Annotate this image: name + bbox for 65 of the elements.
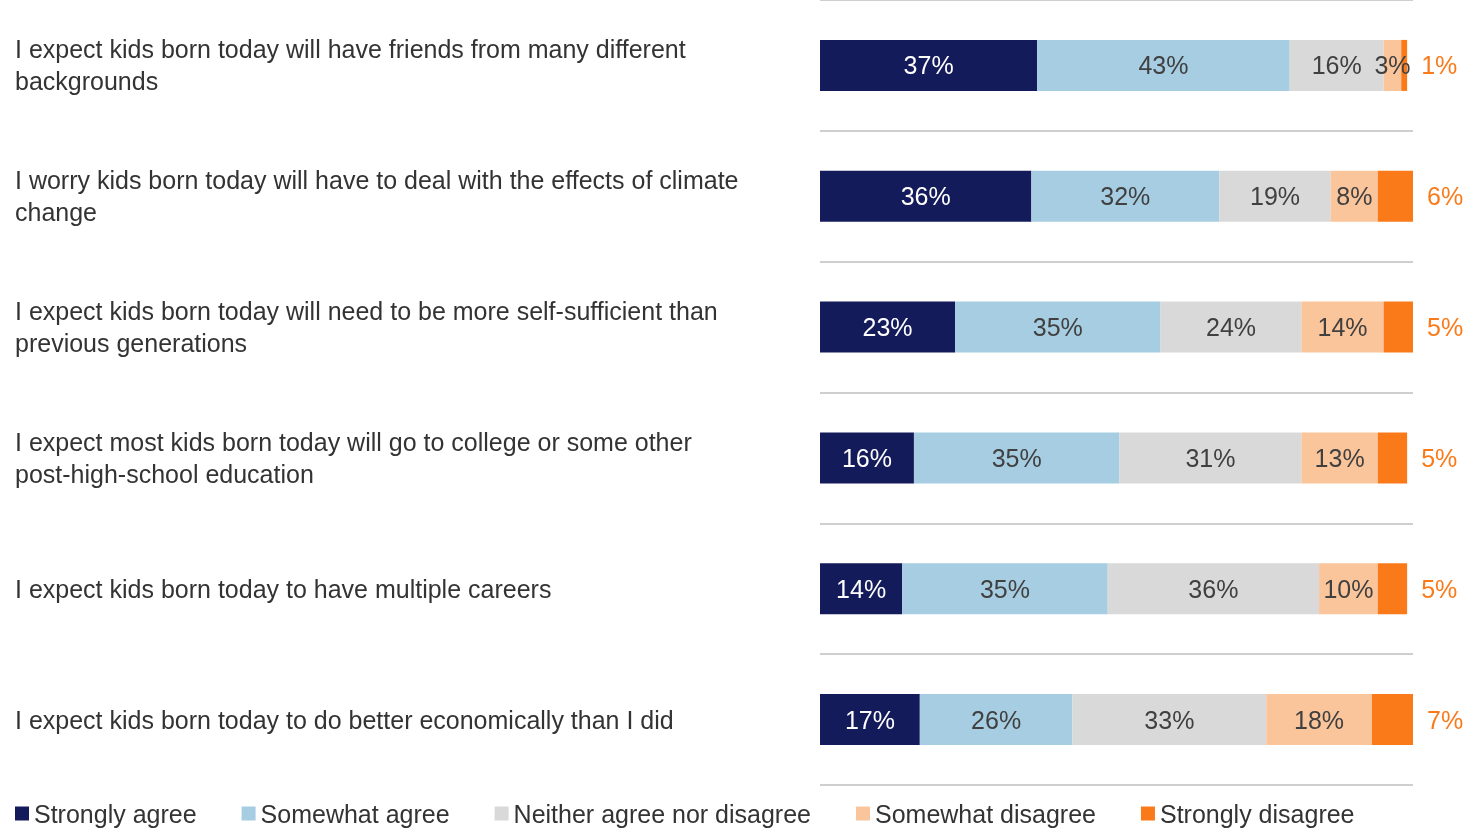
- y-tick-label: I expect kids born today will need to be more self-sufficient than previous generations: [15, 297, 725, 358]
- data-label: 32%: [1100, 182, 1151, 211]
- y-tick-label: I worry kids born today will have to deal with the effects of climate change: [15, 166, 746, 227]
- data-label: 36%: [1188, 574, 1239, 603]
- data-label: 14%: [1317, 313, 1368, 342]
- data-label: 1%: [1421, 51, 1458, 80]
- data-label: 37%: [903, 51, 954, 80]
- legend-label: Somewhat agree: [260, 799, 450, 828]
- bar: [1301, 432, 1378, 484]
- bar: [820, 170, 1032, 222]
- bar: [1031, 170, 1220, 222]
- data-label: 8%: [1336, 182, 1373, 211]
- data-label: 35%: [1032, 313, 1083, 342]
- bar: [1160, 301, 1302, 353]
- bar: [820, 563, 903, 615]
- data-label: 6%: [1427, 182, 1464, 211]
- data-label: 17%: [844, 705, 895, 734]
- data-label: 5%: [1421, 443, 1458, 472]
- bar: [955, 301, 1161, 353]
- legend-label: Strongly agree: [34, 799, 197, 828]
- y-tick-label: I expect kids born today to have multiple careers: [15, 574, 552, 603]
- legend-label: Strongly disagree: [1159, 799, 1355, 828]
- bar: [820, 39, 1038, 91]
- bar: [1119, 432, 1302, 484]
- bar: [1266, 694, 1372, 746]
- data-label: 33%: [1144, 705, 1195, 734]
- data-label: 5%: [1421, 574, 1458, 603]
- bar: [1037, 39, 1290, 91]
- data-label: 16%: [1311, 51, 1362, 80]
- data-label: 36%: [900, 182, 951, 211]
- data-label: 23%: [862, 313, 913, 342]
- bar: [1107, 563, 1320, 615]
- bar: [902, 563, 1108, 615]
- bar: [1377, 563, 1408, 615]
- bar: [1301, 301, 1384, 353]
- data-label: 10%: [1323, 574, 1374, 603]
- bar: [919, 694, 1073, 746]
- data-label: 18%: [1294, 705, 1345, 734]
- data-label: 35%: [991, 443, 1042, 472]
- data-label: 7%: [1427, 705, 1464, 734]
- bar: [820, 432, 914, 484]
- data-label: 26%: [971, 705, 1022, 734]
- y-tick-label: I expect kids born today will have friends from many different backgrounds: [15, 35, 693, 96]
- bar: [820, 301, 956, 353]
- data-label: 19%: [1250, 182, 1301, 211]
- data-label: 14%: [836, 574, 887, 603]
- bar: [820, 694, 920, 746]
- data-label: 43%: [1138, 51, 1189, 80]
- bar: [1072, 694, 1267, 746]
- bar: [913, 432, 1120, 484]
- data-label: 24%: [1205, 313, 1257, 342]
- bar: [1383, 301, 1413, 353]
- bar: [1219, 170, 1331, 222]
- data-label: 5%: [1427, 313, 1464, 342]
- data-label: 35%: [979, 574, 1030, 603]
- bar: [1371, 694, 1413, 746]
- legend-label: Somewhat disagree: [875, 799, 1096, 828]
- data-label: 31%: [1185, 443, 1236, 472]
- bar: [1377, 432, 1408, 484]
- y-tick-label: I expect kids born today to do better economically than I did: [15, 705, 674, 734]
- legend-label: Neither agree nor disagree: [513, 799, 812, 828]
- data-label: 13%: [1314, 443, 1365, 472]
- bar: [1377, 170, 1413, 222]
- y-tick-label: I expect most kids born today will go to college or some other post-high-school education: [15, 427, 699, 488]
- data-label: 16%: [841, 443, 892, 472]
